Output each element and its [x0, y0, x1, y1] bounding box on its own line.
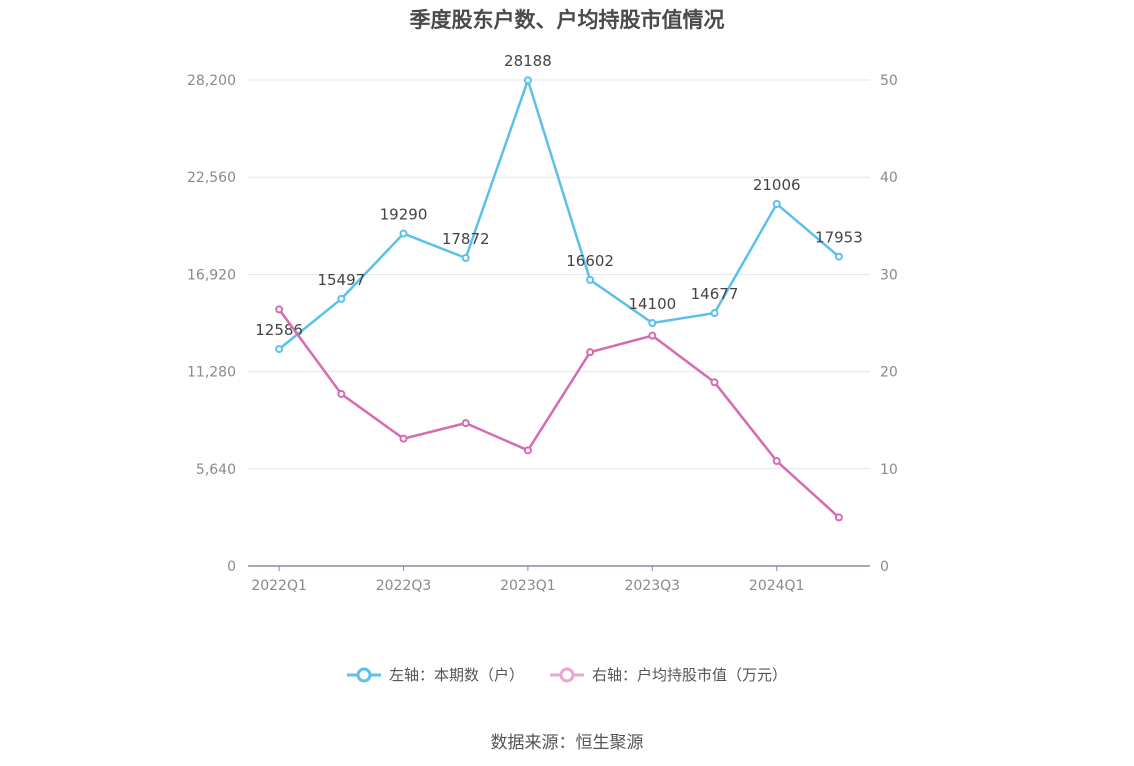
data-point-right	[523, 446, 532, 455]
data-point-left	[586, 275, 595, 284]
series-line-left	[278, 78, 840, 351]
data-point-left	[772, 199, 781, 208]
data-label: 17872	[442, 230, 490, 248]
data-point-right	[461, 419, 470, 428]
data-point-right	[710, 378, 719, 387]
right-axis-tick-label: 50	[880, 73, 898, 89]
data-point-right	[834, 513, 843, 522]
data-point-left	[523, 76, 532, 85]
x-axis-tick-label: 2023Q1	[500, 578, 556, 594]
data-point-right	[772, 457, 781, 466]
chart-title: 季度股东户数、户均持股市值情况	[409, 8, 725, 32]
data-point-left	[337, 294, 346, 303]
right-axis-tick-label: 0	[880, 559, 889, 575]
right-axis-tick-label: 30	[880, 267, 898, 283]
data-point-left	[710, 309, 719, 318]
legend: 左轴：本期数（户） 右轴：户均持股市值（万元）	[0, 664, 1134, 685]
legend-label-right: 右轴：户均持股市值（万元）	[592, 666, 788, 684]
data-point-left	[834, 252, 843, 261]
left-axis-tick-label: 11,280	[187, 365, 236, 381]
x-axis-tick-label: 2022Q1	[251, 578, 307, 594]
left-axis-tick-label: 16,920	[187, 267, 236, 283]
data-label: 17953	[815, 229, 863, 247]
data-point-right	[337, 389, 346, 398]
legend-marker-left-icon	[346, 667, 381, 682]
right-axis-tick-label: 40	[880, 170, 898, 186]
data-point-right	[648, 331, 657, 340]
x-axis-tick-label: 2022Q3	[376, 578, 432, 594]
series-line-right	[278, 308, 840, 519]
left-axis-tick-label: 5,640	[196, 462, 236, 478]
data-point-left	[399, 229, 408, 238]
data-point-left	[648, 319, 657, 327]
x-axis-tick-label: 2024Q1	[749, 578, 805, 594]
data-label: 15497	[317, 271, 365, 289]
data-label: 21006	[753, 176, 801, 194]
x-axis-tick-label: 2023Q3	[625, 578, 681, 594]
data-label: 14100	[628, 295, 676, 313]
data-point-right	[399, 434, 408, 443]
left-axis-tick-label: 0	[227, 559, 236, 575]
right-axis-tick-label: 10	[880, 462, 898, 478]
left-axis-tick-label: 22,560	[187, 170, 236, 186]
data-point-right	[586, 348, 595, 357]
data-point-left	[275, 345, 284, 354]
data-label: 14677	[691, 285, 739, 303]
left-axis-tick-label: 28,200	[187, 73, 236, 89]
data-point-right	[275, 305, 284, 314]
data-source: 数据来源：恒生聚源	[490, 733, 644, 753]
legend-item-right-axis[interactable]: 右轴：户均持股市值（万元）	[550, 664, 787, 685]
data-point-left	[461, 253, 470, 262]
data-label: 28188	[504, 52, 552, 70]
legend-marker-right-icon	[550, 667, 584, 682]
data-label: 19290	[380, 206, 428, 224]
right-axis-tick-label: 20	[880, 365, 898, 381]
legend-item-left-axis[interactable]: 左轴：本期数（户）	[346, 664, 524, 685]
legend-label-left: 左轴：本期数（户）	[388, 666, 524, 684]
data-label: 16602	[566, 252, 614, 270]
